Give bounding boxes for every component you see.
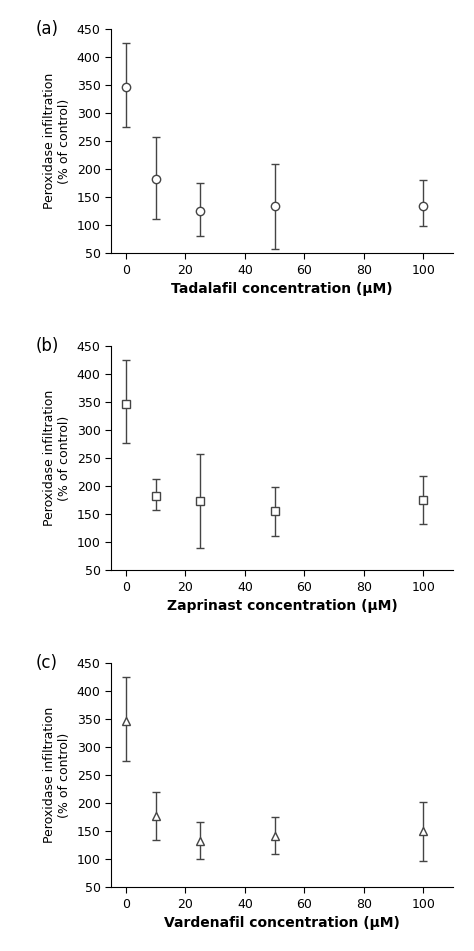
- Y-axis label: Peroxidase infiltration
(% of control): Peroxidase infiltration (% of control): [43, 73, 71, 209]
- X-axis label: Tadalafil concentration (μM): Tadalafil concentration (μM): [171, 282, 393, 296]
- X-axis label: Zaprinast concentration (μM): Zaprinast concentration (μM): [167, 599, 398, 613]
- Text: (b): (b): [36, 338, 59, 356]
- Y-axis label: Peroxidase infiltration
(% of control): Peroxidase infiltration (% of control): [43, 390, 71, 527]
- Text: (c): (c): [36, 654, 58, 672]
- Text: (a): (a): [36, 21, 59, 38]
- X-axis label: Vardenafil concentration (μM): Vardenafil concentration (μM): [164, 916, 400, 930]
- Y-axis label: Peroxidase infiltration
(% of control): Peroxidase infiltration (% of control): [43, 708, 71, 844]
